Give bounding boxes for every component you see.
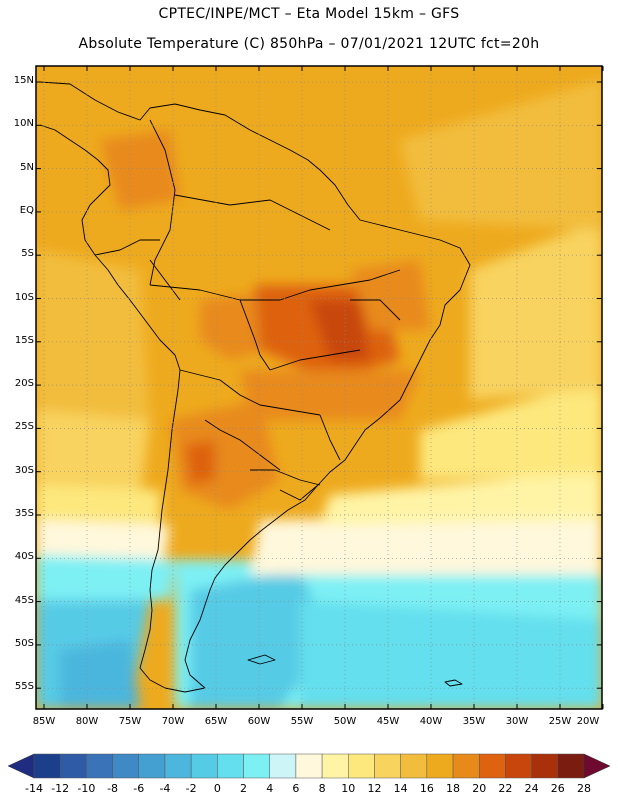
colorbar-label: -8 [107,782,119,795]
colorbar-segment [217,753,244,779]
lon-label: 20W [576,716,600,727]
colorbar-segment [531,753,559,779]
colorbar-segment [478,753,506,779]
colorbar-label: 16 [419,782,434,795]
lon-label: 75W [118,716,142,727]
colorbar [7,753,611,779]
lon-label: 25W [548,716,572,727]
colorbar-label: 24 [524,782,539,795]
colorbar-label: 4 [266,782,274,795]
colorbar-segment [321,753,349,779]
lat-label: 15S [14,334,34,346]
colorbar-over-arrow [583,753,611,779]
lon-label: 55W [290,716,314,727]
colorbar-segment [86,753,113,779]
colorbar-segment [138,753,166,779]
lon-label: 35W [462,716,486,727]
colorbar-label: 14 [393,782,408,795]
colorbar-label: 0 [213,782,221,795]
colorbar-segment [426,753,454,779]
colorbar-label: 10 [341,782,356,795]
map-title: CPTEC/INPE/MCT – Eta Model 15km – GFS [158,6,460,22]
lat-label: 5N [20,161,34,173]
colorbar-segment [33,753,61,779]
lat-label: 40S [14,551,34,563]
lon-label: 45W [376,716,400,727]
lat-label: 20S [14,378,34,390]
colorbar-label: -14 [25,782,43,795]
colorbar-segment [400,753,428,779]
lon-label: 80W [75,716,99,727]
temperature-field [36,66,602,709]
colorbar-segment [348,753,375,779]
lat-label: 30S [14,464,34,476]
colorbar-label: 12 [367,782,382,795]
colorbar-label: 22 [498,782,513,795]
colorbar-label: -10 [77,782,96,795]
lon-label: 40W [419,716,443,727]
colorbar-label: -2 [185,782,197,795]
lat-label: 55S [14,681,34,693]
colorbar-label: 6 [292,782,300,795]
colorbar-label: -12 [51,782,70,795]
lon-label: 70W [161,716,185,727]
colorbar-segment [112,753,140,779]
lat-label: 10S [14,291,34,303]
map-frame [35,65,603,710]
colorbar-segment [59,753,87,779]
colorbar-segment [243,753,270,779]
lon-label: 30W [505,716,529,727]
lat-label: 5S [21,248,34,260]
lon-label: 50W [333,716,357,727]
colorbar-label: 2 [240,782,248,795]
lon-label: 85W [32,716,56,727]
coastline-borders [39,81,471,693]
lat-label: 10N [13,118,34,130]
colorbar-label: 8 [318,782,326,795]
colorbar-under-arrow [7,753,35,779]
colorbar-segment [190,753,218,779]
lon-label: 65W [204,716,228,727]
colorbar-segment [374,753,401,779]
axis-ticks [36,66,604,709]
colorbar-label: -4 [159,782,171,795]
colorbar-segment [557,753,585,779]
colorbar-label: 18 [446,782,461,795]
lat-label: 15N [13,75,34,86]
map-subtitle: Absolute Temperature (C) 850hPa – 07/01/… [78,36,540,52]
colorbar-label: -6 [133,782,145,795]
lon-label: 60W [247,716,271,727]
colorbar-segment [452,753,480,779]
lat-label: 50S [14,637,34,649]
lat-label: 45S [14,594,34,606]
colorbar-label: 26 [550,782,565,795]
colorbar-segment [295,753,323,779]
colorbar-label: 20 [472,782,487,795]
colorbar-segment [505,753,532,779]
lat-label: EQ [19,204,34,216]
colorbar-label: 28 [577,782,591,795]
colorbar-segment [269,753,297,779]
lat-label: 25S [14,421,34,433]
colorbar-segment [164,753,192,779]
lat-label: 35S [14,508,34,519]
